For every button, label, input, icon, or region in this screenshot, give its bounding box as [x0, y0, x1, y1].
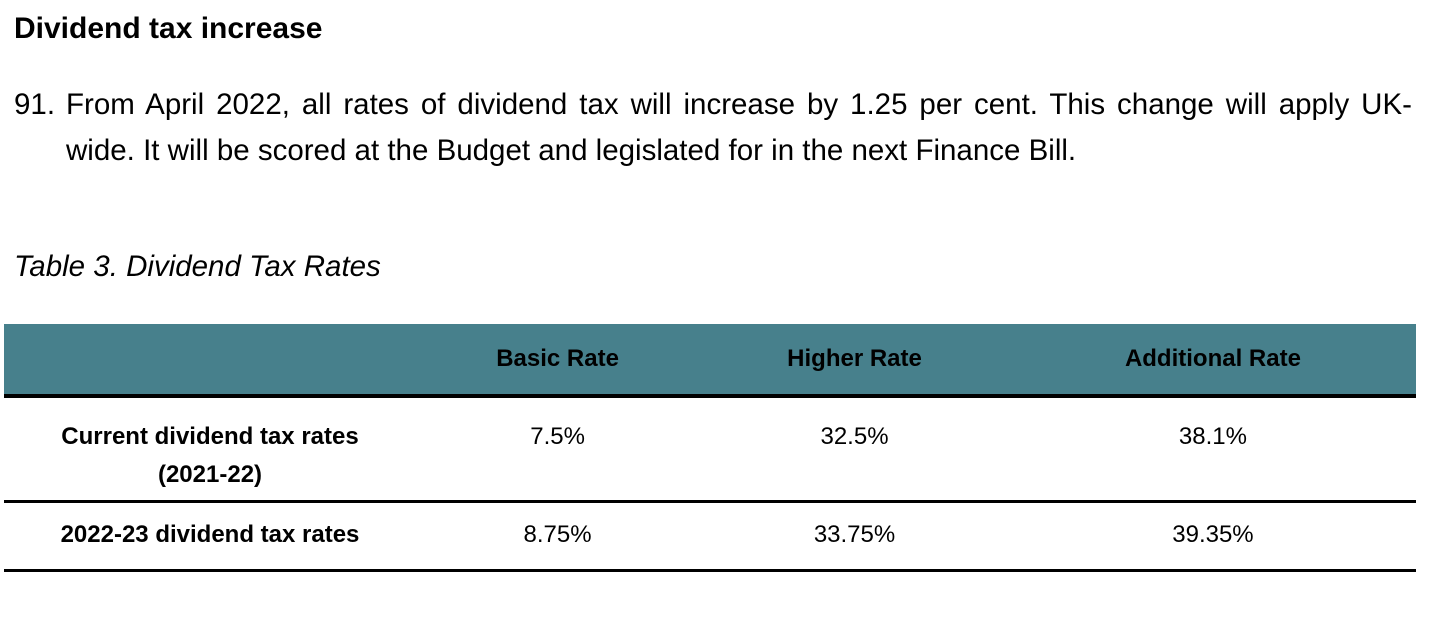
dividend-tax-table: Basic Rate Higher Rate Additional Rate C…	[4, 324, 1416, 572]
paragraph-number: 91.	[14, 88, 56, 121]
section-heading: Dividend tax increase	[14, 12, 323, 45]
header-basic-rate: Basic Rate	[416, 324, 700, 398]
table-row: 2022-23 dividend tax rates 8.75% 33.75% …	[4, 501, 1416, 572]
table-header-row: Basic Rate Higher Rate Additional Rate	[4, 324, 1416, 398]
cell-higher: 32.5%	[699, 396, 1010, 503]
cell-additional: 38.1%	[1009, 396, 1416, 503]
table-row: Current dividend tax rates (2021-22) 7.5%…	[4, 396, 1416, 503]
table-caption: Table 3. Dividend Tax Rates	[14, 250, 381, 283]
cell-basic: 7.5%	[416, 396, 700, 503]
header-empty	[4, 324, 416, 398]
paragraph-text: From April 2022, all rates of dividend t…	[66, 88, 1412, 167]
header-additional-rate: Additional Rate	[1009, 324, 1416, 398]
cell-additional: 39.35%	[1009, 501, 1416, 572]
row-label-line1: Current dividend tax rates	[61, 423, 359, 450]
header-higher-rate: Higher Rate	[699, 324, 1010, 398]
cell-basic: 8.75%	[416, 501, 700, 572]
row-label-line2: (2021-22)	[157, 461, 263, 488]
paragraph-91: 91. From April 2022, all rates of divide…	[14, 82, 1412, 174]
row-label: Current dividend tax rates (2021-22)	[4, 396, 416, 503]
cell-higher: 33.75%	[699, 501, 1010, 572]
row-label: 2022-23 dividend tax rates	[4, 501, 416, 572]
